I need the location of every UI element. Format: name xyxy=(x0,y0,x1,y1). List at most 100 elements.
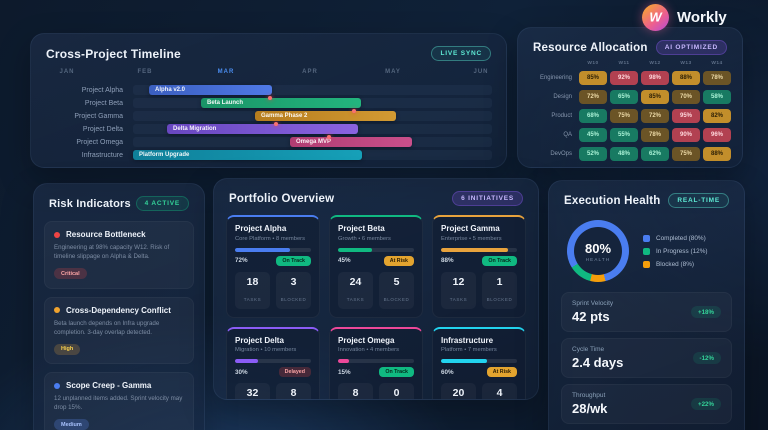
project-progress-track xyxy=(338,359,414,363)
portfolio-cards-grid: Project Alpha Core Platform • 8 members 72… xyxy=(214,206,538,399)
metric-delta-badge: +18% xyxy=(691,306,721,318)
gantt-bar-label: Omega MVP xyxy=(296,139,332,145)
gantt-bar-label: Gamma Phase 2 xyxy=(261,113,308,119)
month-label: JAN xyxy=(59,69,75,75)
risk-item[interactable]: Scope Creep - Gamma 12 unplanned items ad… xyxy=(44,372,194,430)
project-progress-fill xyxy=(441,359,487,363)
heatmap-cell: 75% xyxy=(672,147,700,161)
project-status-badge: On Track xyxy=(379,367,414,377)
metric-card: Sprint Velocity 42 pts +18% xyxy=(561,292,732,332)
brand-name: Workly xyxy=(677,9,727,26)
metric-value: 28/wk xyxy=(572,401,608,416)
heatmap-week-header: W11 xyxy=(618,61,630,66)
project-stat-tasks: 32TASKS xyxy=(235,383,270,399)
project-card-name: Project Gamma xyxy=(441,224,500,233)
metric-text: Sprint Velocity 42 pts xyxy=(572,300,613,324)
project-status-badge: On Track xyxy=(482,255,517,266)
gantt-bar-label: Beta Launch xyxy=(207,100,244,106)
gantt-bar[interactable]: Gamma Phase 2 xyxy=(255,111,396,121)
month-label: FEB xyxy=(137,69,153,75)
health-value: 80% xyxy=(584,240,612,256)
heatmap-cell: 48% xyxy=(610,147,638,161)
risk-item-name: Cross-Dependency Conflict xyxy=(66,305,171,315)
risk-dot-icon xyxy=(54,231,60,238)
project-card[interactable]: Project Gamma Enterprise • 5 members 88% On… xyxy=(432,215,526,318)
project-card-meta: Migration • 10 members xyxy=(235,347,297,353)
gantt-track: Gamma Phase 2 xyxy=(133,109,492,121)
project-stats: 12 TASKS 1 BLOCKED xyxy=(441,271,517,309)
gantt-bar[interactable]: Delta Migration xyxy=(167,124,358,134)
brand[interactable]: W Workly xyxy=(642,4,727,31)
risk-item[interactable]: Cross-Dependency Conflict Beta launch dep… xyxy=(44,296,194,365)
health-label: HEALTH xyxy=(585,256,611,262)
project-card-name: Project Delta xyxy=(235,335,284,345)
project-progress-percent: 88% xyxy=(441,257,454,264)
project-stat-tasks: 24 TASKS xyxy=(338,271,373,309)
project-card-name: Project Beta xyxy=(338,224,385,233)
project-card-meta: Platform • 7 members xyxy=(441,347,497,353)
gantt-row-label: Project Beta xyxy=(84,99,123,107)
month-label: APR xyxy=(302,69,318,75)
project-stat-blocked: 0BLOCKED xyxy=(379,383,414,399)
project-stat-tasks: 18 TASKS xyxy=(235,271,270,309)
heatmap-cell: 78% xyxy=(641,128,669,142)
heatmap-cell: 85% xyxy=(579,71,607,85)
project-stat-label: BLOCKED xyxy=(280,296,307,302)
risk-item-name: Resource Bottleneck xyxy=(66,230,146,239)
execution-health-panel: Execution Health REAL-TIME 80% HEALTH Co… xyxy=(548,180,745,430)
project-card[interactable]: Project Omega Innovation • 4 members 15% On… xyxy=(329,326,423,399)
project-stat-label: TASKS xyxy=(243,296,262,302)
project-stat-value: 8 xyxy=(352,387,359,399)
project-card-meta: Core Platform • 8 members xyxy=(235,235,306,242)
project-status-badge: At Risk xyxy=(486,367,517,377)
resource-allocation-panel: Resource Allocation AI OPTIMIZED W10 W11 W… xyxy=(517,27,743,168)
resource-heatmap: W10 W11 W12 W13 W14 Engineering 85% 92% 98% 88% 78… xyxy=(518,55,742,161)
heatmap-cell: 72% xyxy=(579,90,607,104)
execution-metric-list: Sprint Velocity 42 pts +18% Cycle Time 2.4 d… xyxy=(549,292,744,430)
project-card-meta: Enterprise • 5 members xyxy=(441,235,502,242)
gantt-bar[interactable]: Platform Upgrade xyxy=(133,150,362,160)
project-stat-value: 32 xyxy=(246,387,259,399)
project-progress-fill xyxy=(235,247,290,252)
project-status-row: 15% On Track xyxy=(338,367,414,377)
project-card[interactable]: Infrastructure Platform • 7 members 60% At … xyxy=(432,326,526,399)
risk-item[interactable]: Resource Bottleneck Engineering at 98% ca… xyxy=(44,221,194,289)
project-card[interactable]: Project Alpha Core Platform • 8 members 72… xyxy=(226,215,320,318)
project-card-meta: Growth • 6 members xyxy=(338,235,391,242)
heatmap-cell: 75% xyxy=(610,109,638,123)
execution-header: Execution Health REAL-TIME xyxy=(549,181,744,208)
risk-indicators-panel: Risk Indicators 4 ACTIVE Resource Bottle… xyxy=(33,183,205,430)
metric-card: Cycle Time 2.4 days -12% xyxy=(561,338,732,378)
gantt-row-label: Project Alpha xyxy=(81,86,123,94)
project-progress-fill xyxy=(441,247,508,252)
gantt-row-label: Project Delta xyxy=(82,125,123,133)
gantt-row: Project Beta Beta Launch xyxy=(47,96,492,108)
project-stat-value: 18 xyxy=(246,275,259,288)
gantt-track: Delta Migration xyxy=(133,122,492,134)
project-status-row: 30% Delayed xyxy=(235,367,311,377)
project-stat-tasks: 12 TASKS xyxy=(441,271,476,309)
project-stat-blocked: 4BLOCKED xyxy=(482,383,517,399)
gantt-rows: Project Alpha Alpha v2.0 Project Beta Beta … xyxy=(31,85,506,160)
project-progress-track xyxy=(441,359,517,363)
alert-dot-icon xyxy=(352,109,356,113)
gantt-bar[interactable]: Omega MVP xyxy=(290,137,412,147)
heatmap-cell: 55% xyxy=(610,128,638,142)
gantt-bar[interactable]: Beta Launch xyxy=(201,98,361,108)
heatmap-cell: 52% xyxy=(579,147,607,161)
heatmap-cell: 92% xyxy=(610,71,638,85)
alert-dot-icon xyxy=(274,122,278,126)
project-progress-fill xyxy=(338,247,373,252)
legend-label: Blocked (8%) xyxy=(656,260,695,268)
project-card[interactable]: Project Beta Growth • 6 members 45% At Risk… xyxy=(329,215,423,318)
project-stat-label: TASKS xyxy=(346,296,365,302)
risk-dot-icon xyxy=(54,307,60,314)
portfolio-title: Portfolio Overview xyxy=(229,192,335,205)
risk-list: Resource Bottleneck Engineering at 98% ca… xyxy=(34,211,204,430)
legend-item: Blocked (8%) xyxy=(643,260,708,268)
gantt-bar[interactable]: Alpha v2.0 xyxy=(149,85,272,95)
project-stat-label: TASKS xyxy=(449,296,468,302)
legend-label: Completed (80%) xyxy=(656,234,706,242)
project-card[interactable]: Project Delta Migration • 10 members 30% De… xyxy=(226,326,320,399)
month-label: JUN xyxy=(473,69,489,75)
